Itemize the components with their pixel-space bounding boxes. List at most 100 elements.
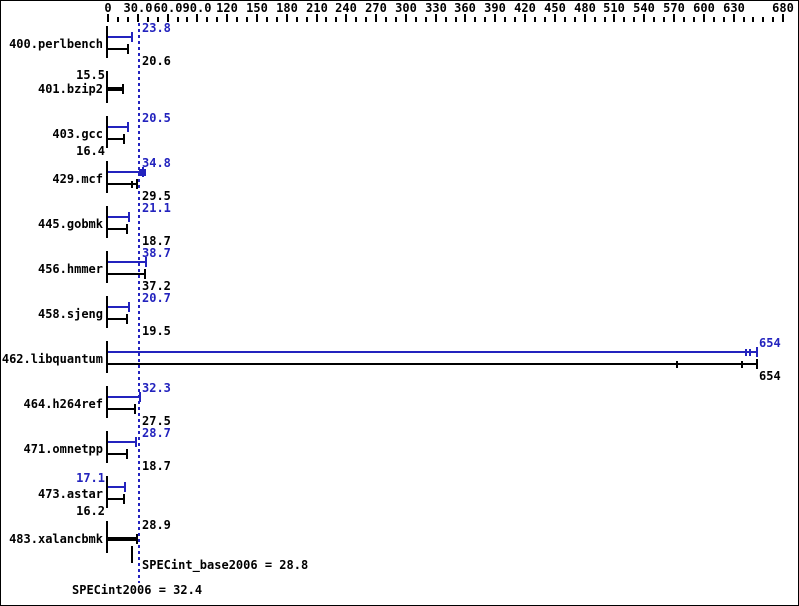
base-result-bar bbox=[108, 183, 137, 185]
base-result-bar-end-cap bbox=[126, 449, 128, 459]
row-axis-line bbox=[106, 116, 108, 148]
peak-result-bar bbox=[108, 171, 143, 173]
base-result-bar bbox=[108, 228, 127, 230]
peak-result-bar-end-cap bbox=[128, 212, 130, 222]
peak-result-value: 34.8 bbox=[142, 156, 171, 170]
axis-minor-tick bbox=[147, 17, 149, 22]
benchmark-name-label: 464.h264ref bbox=[23, 397, 103, 411]
peak-result-value: 28.7 bbox=[142, 426, 171, 440]
peak-result-bar-end-cap bbox=[756, 347, 758, 357]
axis-minor-tick bbox=[216, 17, 218, 22]
base-run-tick bbox=[741, 361, 743, 368]
base-result-bar bbox=[108, 498, 124, 500]
axis-minor-tick bbox=[484, 17, 486, 22]
single-result-value: 15.5 bbox=[76, 68, 105, 82]
axis-major-tick bbox=[673, 14, 675, 22]
axis-major-tick bbox=[345, 14, 347, 22]
peak-result-bar bbox=[108, 126, 128, 128]
specint2006-summary: SPECint2006 = 32.4 bbox=[72, 583, 203, 597]
axis-major-tick bbox=[494, 14, 496, 22]
peak-mean-reference-line bbox=[138, 23, 140, 583]
axis-minor-tick bbox=[186, 17, 188, 22]
peak-result-value: 21.1 bbox=[142, 201, 171, 215]
base-result-bar-end-cap bbox=[136, 179, 138, 189]
axis-tick-label: 540 bbox=[633, 1, 655, 15]
row-axis-line bbox=[106, 521, 108, 553]
base-result-value: 16.2 bbox=[76, 504, 105, 518]
axis-major-tick bbox=[196, 14, 198, 22]
peak-result-bar-end-cap bbox=[124, 482, 126, 492]
axis-minor-tick bbox=[206, 17, 208, 22]
axis-minor-tick bbox=[415, 17, 417, 22]
axis-tick-label: 680 bbox=[772, 1, 794, 15]
base-result-bar-end-cap bbox=[126, 224, 128, 234]
axis-minor-tick bbox=[385, 17, 387, 22]
axis-tick-label: 480 bbox=[574, 1, 596, 15]
base-result-bar bbox=[108, 273, 145, 275]
peak-result-value: 23.8 bbox=[142, 21, 171, 35]
axis-minor-tick bbox=[276, 17, 278, 22]
benchmark-name-label: 401.bzip2 bbox=[37, 82, 103, 96]
peak-result-value: 38.7 bbox=[142, 246, 171, 260]
base-result-bar-end-cap bbox=[127, 44, 129, 54]
peak-result-bar-end-cap bbox=[131, 32, 133, 42]
base-result-bar bbox=[108, 318, 127, 320]
peak-square-marker bbox=[139, 169, 146, 176]
single-result-bar-end-cap bbox=[122, 84, 124, 94]
axis-minor-tick bbox=[455, 17, 457, 22]
base-result-value: 16.4 bbox=[76, 144, 105, 158]
peak-result-bar bbox=[108, 396, 140, 398]
axis-tick-label: 180 bbox=[276, 1, 298, 15]
axis-minor-tick bbox=[604, 17, 606, 22]
axis-tick-label: 120 bbox=[216, 1, 238, 15]
benchmark-name-label: 458.sjeng bbox=[37, 307, 103, 321]
axis-minor-tick bbox=[743, 17, 745, 22]
axis-minor-tick bbox=[157, 17, 159, 22]
benchmark-name-label: 462.libquantum bbox=[1, 352, 103, 366]
axis-minor-tick bbox=[296, 17, 298, 22]
axis-minor-tick bbox=[574, 17, 576, 22]
axis-tick-label: 390 bbox=[484, 1, 506, 15]
axis-major-tick bbox=[375, 14, 377, 22]
base-result-value: 18.7 bbox=[142, 234, 171, 248]
peak-result-bar-end-cap bbox=[135, 437, 137, 447]
axis-tick-label: 270 bbox=[365, 1, 387, 15]
peak-run-tick bbox=[745, 349, 747, 356]
axis-minor-tick bbox=[177, 17, 179, 22]
axis-minor-tick bbox=[564, 17, 566, 22]
base-result-value: 37.2 bbox=[142, 279, 171, 293]
benchmark-name-label: 473.astar bbox=[37, 487, 103, 501]
axis-minor-tick bbox=[445, 17, 447, 22]
x-axis: 0 30.0 60.0 90.0 120 150 180 210 240 270 300 330 360… bbox=[1, 1, 798, 23]
axis-major-tick bbox=[226, 14, 228, 22]
axis-minor-tick bbox=[653, 17, 655, 22]
axis-minor-tick bbox=[723, 17, 725, 22]
axis-minor-tick bbox=[474, 17, 476, 22]
axis-minor-tick bbox=[236, 17, 238, 22]
benchmark-name-label: 445.gobmk bbox=[37, 217, 103, 231]
axis-tick-label: 60.0 bbox=[153, 1, 183, 15]
peak-result-value: 654 bbox=[759, 336, 781, 350]
axis-tick-label: 210 bbox=[306, 1, 328, 15]
peak-result-bar-end-cap bbox=[127, 122, 129, 132]
axis-minor-tick bbox=[514, 17, 516, 22]
axis-minor-tick bbox=[544, 17, 546, 22]
axis-minor-tick bbox=[623, 17, 625, 22]
base-result-bar-end-cap bbox=[134, 404, 136, 414]
axis-tick-label: 600 bbox=[693, 1, 715, 15]
specint-base2006-summary: SPECint_base2006 = 28.8 bbox=[142, 558, 309, 572]
row-axis-line bbox=[106, 161, 108, 193]
axis-tick-label: 570 bbox=[663, 1, 685, 15]
base-result-bar bbox=[108, 48, 128, 50]
base-result-value: 27.5 bbox=[142, 414, 171, 428]
row-axis-line bbox=[106, 431, 108, 463]
peak-result-bar bbox=[108, 486, 125, 488]
peak-result-bar-end-cap bbox=[128, 302, 130, 312]
axis-minor-tick bbox=[355, 17, 357, 22]
base-result-bar-end-cap bbox=[144, 269, 146, 279]
single-result-bar bbox=[108, 537, 137, 541]
benchmark-name-label: 400.perlbench bbox=[9, 37, 103, 51]
base-result-bar bbox=[108, 408, 135, 410]
axis-minor-tick bbox=[683, 17, 685, 22]
